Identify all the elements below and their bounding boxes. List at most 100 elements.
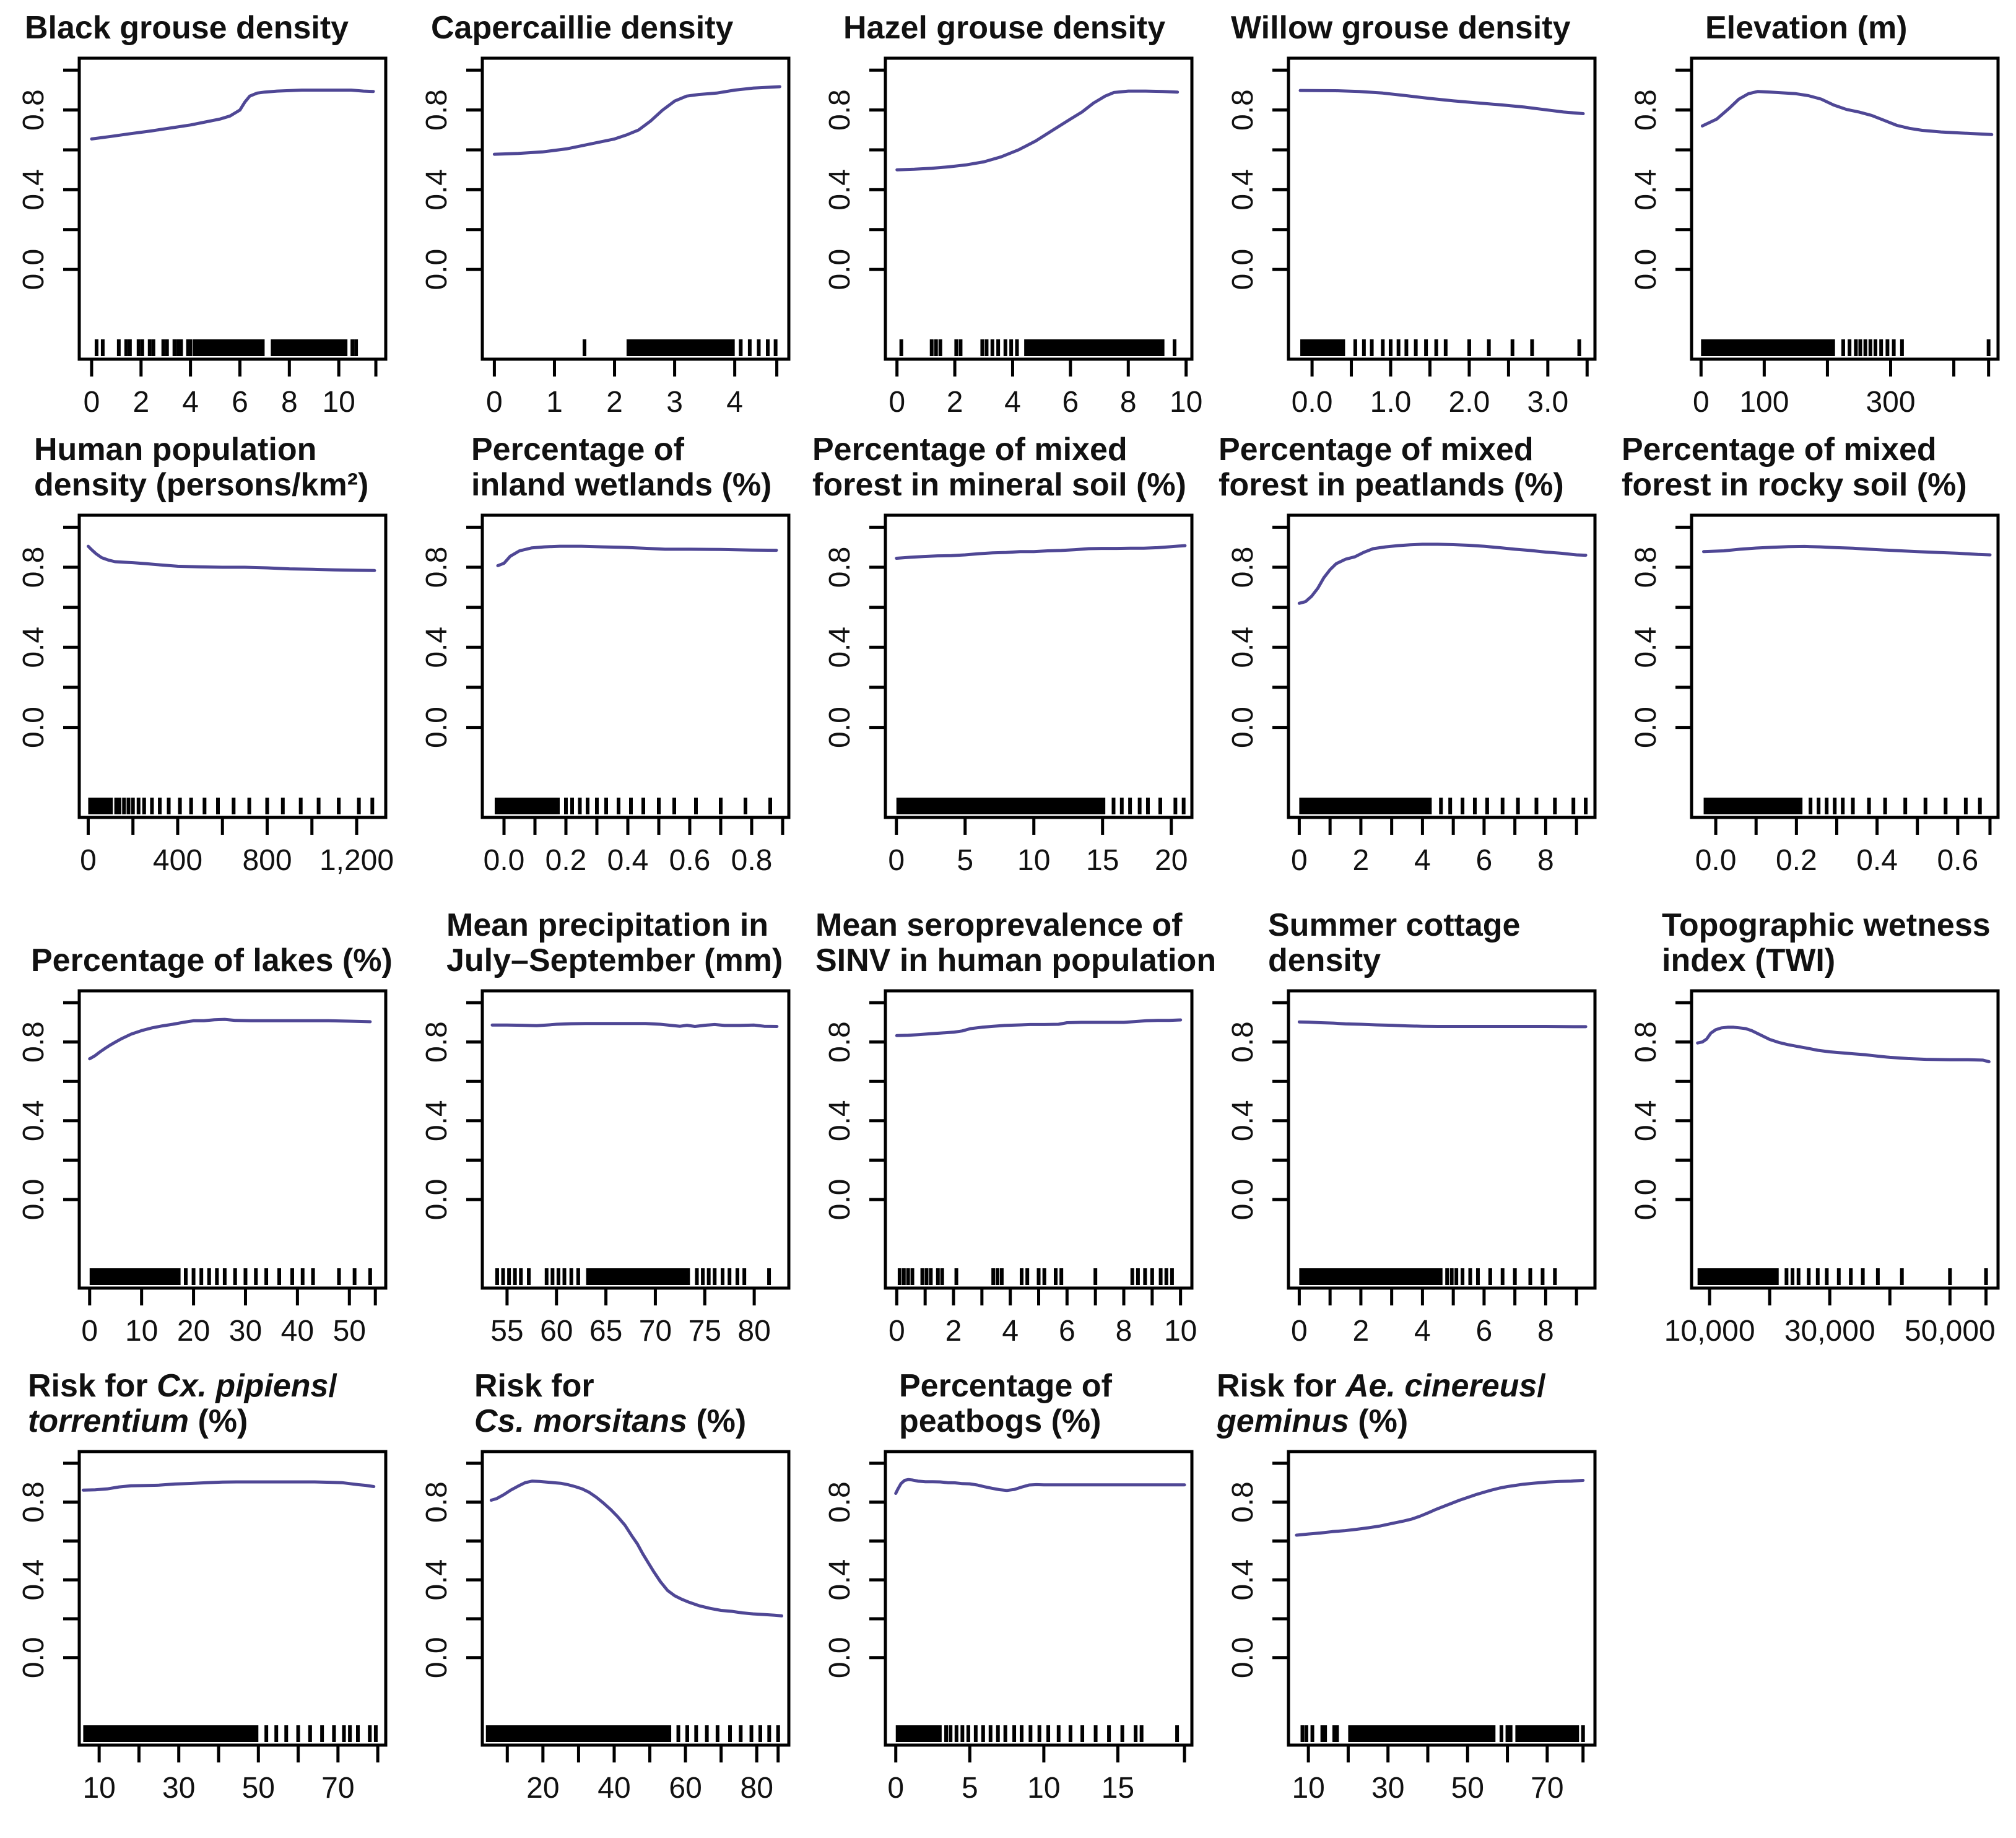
plot-title-line: Percentage of [899, 1369, 1209, 1404]
x-tick-label: 10 [1164, 1315, 1197, 1348]
x-tick-label: 0.0 [484, 844, 525, 877]
x-tick-label: 4 [1002, 1315, 1019, 1348]
y-tick-label: 0.4 [420, 169, 453, 211]
x-tick-label: 100 [1739, 386, 1789, 419]
x-tick-label: 1,200 [319, 844, 394, 877]
x-tick-label: 0 [889, 386, 905, 419]
plot-canvas: 0.0 0.4 0.8 0 2 4 6 8 [1227, 989, 1597, 1348]
y-tick-label: 0.8 [823, 1021, 856, 1063]
plot-canvas: 0.0 0.4 0.8 10 30 50 70 [1227, 1450, 1597, 1805]
y-tick-label: 0.8 [17, 547, 50, 588]
pdp-curve [1696, 1026, 1991, 1063]
plot-canvas: 0.0 0.4 0.8 55 60 65 70 75 80 [420, 989, 791, 1348]
title-segment: Hazel grouse density [843, 10, 1166, 46]
plot-box [1690, 56, 2000, 361]
x-tick-label: 300 [1866, 386, 1915, 419]
y-tick-label: 0.0 [1227, 1179, 1259, 1221]
y-tick-label: 0.4 [1630, 1100, 1662, 1141]
plot-title-line: Risk for [474, 1369, 806, 1404]
x-tick-label: 80 [741, 1772, 773, 1805]
title-segment: Percentage of [471, 432, 684, 468]
plot-title-line: Black grouse density [25, 11, 403, 46]
x-tick-label: 30 [229, 1315, 262, 1348]
plot-hazel-grouse-density: Hazel grouse density 0.0 0.4 0.8 0 2 4 6 8 10 [806, 0, 1209, 433]
rug-band [271, 339, 348, 356]
y-tick-label: 0.8 [1630, 547, 1662, 588]
plot-topographic-wetness-index: Topographic wetness index (TWI) 0.0 0.4 0.8 1… [1612, 892, 2015, 1362]
y-tick-label: 0.8 [420, 1481, 453, 1523]
y-tick-label: 0.4 [420, 1559, 453, 1601]
y-tick-label: 0.0 [17, 1179, 50, 1221]
plot-elevation: Elevation (m) 0.0 0.4 0.8 0 100 300 [1612, 0, 2015, 433]
x-tick-label: 1 [546, 386, 563, 419]
plot-pct-mixed-forest-mineral-soil: Percentage of mixed forest in mineral soi… [806, 432, 1209, 892]
plot-risk-ae-cinereus-geminus: Risk for Ae. cinereus/geminus (%) 0.0 0.4 0… [1209, 1362, 1612, 1838]
x-tick-label: 8 [1537, 844, 1554, 877]
plot-title-line: Summer cottage [1268, 908, 1612, 943]
pdp-curve [1297, 1020, 1588, 1029]
x-tick-label: 0 [1291, 844, 1308, 877]
pdp-curve [895, 1018, 1183, 1037]
x-tick-label: 10 [1292, 1772, 1324, 1805]
plot-title-line: Percentage of mixed [812, 432, 1209, 468]
pdp-curve [1700, 90, 1994, 136]
x-tick-label: 0.4 [607, 844, 649, 877]
pdp-curve [1297, 542, 1588, 605]
y-tick-label: 0.4 [1630, 169, 1662, 211]
x-tick-label: 8 [1537, 1315, 1554, 1348]
y-tick-label: 0.0 [823, 249, 856, 290]
rug-band [895, 1725, 942, 1742]
plot-black-grouse-density: Black grouse density 0.0 0.4 0.8 0 2 4 6 8 10 [0, 0, 403, 433]
y-tick-label: 0.8 [420, 547, 453, 588]
y-tick-label: 0.4 [17, 627, 50, 668]
y-tick-label: 0.0 [17, 1637, 50, 1678]
plot-title-line: Percentage of mixed [1622, 432, 2015, 468]
plot-title-line: forest in peatlands (%) [1219, 468, 1612, 503]
rug-band [193, 339, 265, 356]
y-tick-label: 0.4 [1227, 627, 1259, 668]
rug-band [1024, 339, 1165, 356]
rug-band [1348, 1725, 1496, 1742]
plot-canvas: 0.0 0.4 0.8 0 5 10 15 20 [823, 513, 1194, 877]
title-segment: forest in peatlands (%) [1219, 467, 1564, 503]
pdp-curve [489, 1479, 783, 1618]
plot-title: Summer cottage density [1209, 892, 1612, 982]
rug-band [485, 1725, 672, 1742]
plot-title-line: Cs. morsitans (%) [474, 1404, 806, 1439]
plot-title: Percentage of lakes (%) [0, 892, 403, 982]
x-tick-label: 6 [232, 386, 248, 419]
plot-box [1287, 56, 1597, 361]
plot-title: Percentage of mixed forest in rocky soil … [1612, 432, 2015, 507]
plot-title: Mean precipitation in July–September (mm) [403, 892, 806, 982]
title-segment: Percentage of [899, 1368, 1112, 1404]
title-italic-segment: Ae. cinereus [1345, 1368, 1537, 1404]
x-tick-label: 20 [526, 1772, 559, 1805]
x-tick-label: 10 [1170, 386, 1202, 419]
y-tick-label: 0.8 [1227, 547, 1259, 588]
plot-pct-mixed-forest-peatlands: Percentage of mixed forest in peatlands (… [1209, 432, 1612, 892]
x-tick-label: 4 [1004, 386, 1021, 419]
x-tick-label: 65 [589, 1315, 622, 1348]
plot-pct-mixed-forest-rocky-soil: Percentage of mixed forest in rocky soil … [1612, 432, 2015, 892]
y-tick-label: 0.0 [1630, 1179, 1662, 1221]
plot-canvas: 0.00.40.80 2 4 6 8 10 [17, 56, 388, 419]
x-tick-label: 0.6 [1937, 844, 1979, 877]
title-segment: / [1537, 1368, 1546, 1404]
y-tick-label: 0.8 [1630, 89, 1662, 131]
title-segment: Capercaillie density [431, 10, 734, 46]
plot-canvas: 0.00.40.80 2 4 6 8 10 [823, 989, 1197, 1348]
rug-band [88, 798, 113, 814]
x-tick-label: 3.0 [1527, 386, 1568, 419]
title-italic-segment: Cs. morsitans [474, 1403, 687, 1439]
plot-title-line: Mean seroprevalence of [815, 908, 1209, 943]
pdp-curve [81, 1480, 376, 1492]
x-tick-label: 5 [957, 844, 973, 877]
plot-title: Mean seroprevalence of SINV in human popu… [806, 892, 1216, 982]
plot-title-line: torrentium (%) [28, 1404, 403, 1439]
y-tick-label: 0.4 [1227, 1100, 1259, 1141]
x-tick-label: 2 [606, 386, 623, 419]
y-tick-label: 0.8 [420, 89, 453, 131]
title-segment: Percentage of mixed [1219, 432, 1534, 468]
plot-box [1287, 989, 1597, 1290]
x-tick-label: 40 [597, 1772, 630, 1805]
